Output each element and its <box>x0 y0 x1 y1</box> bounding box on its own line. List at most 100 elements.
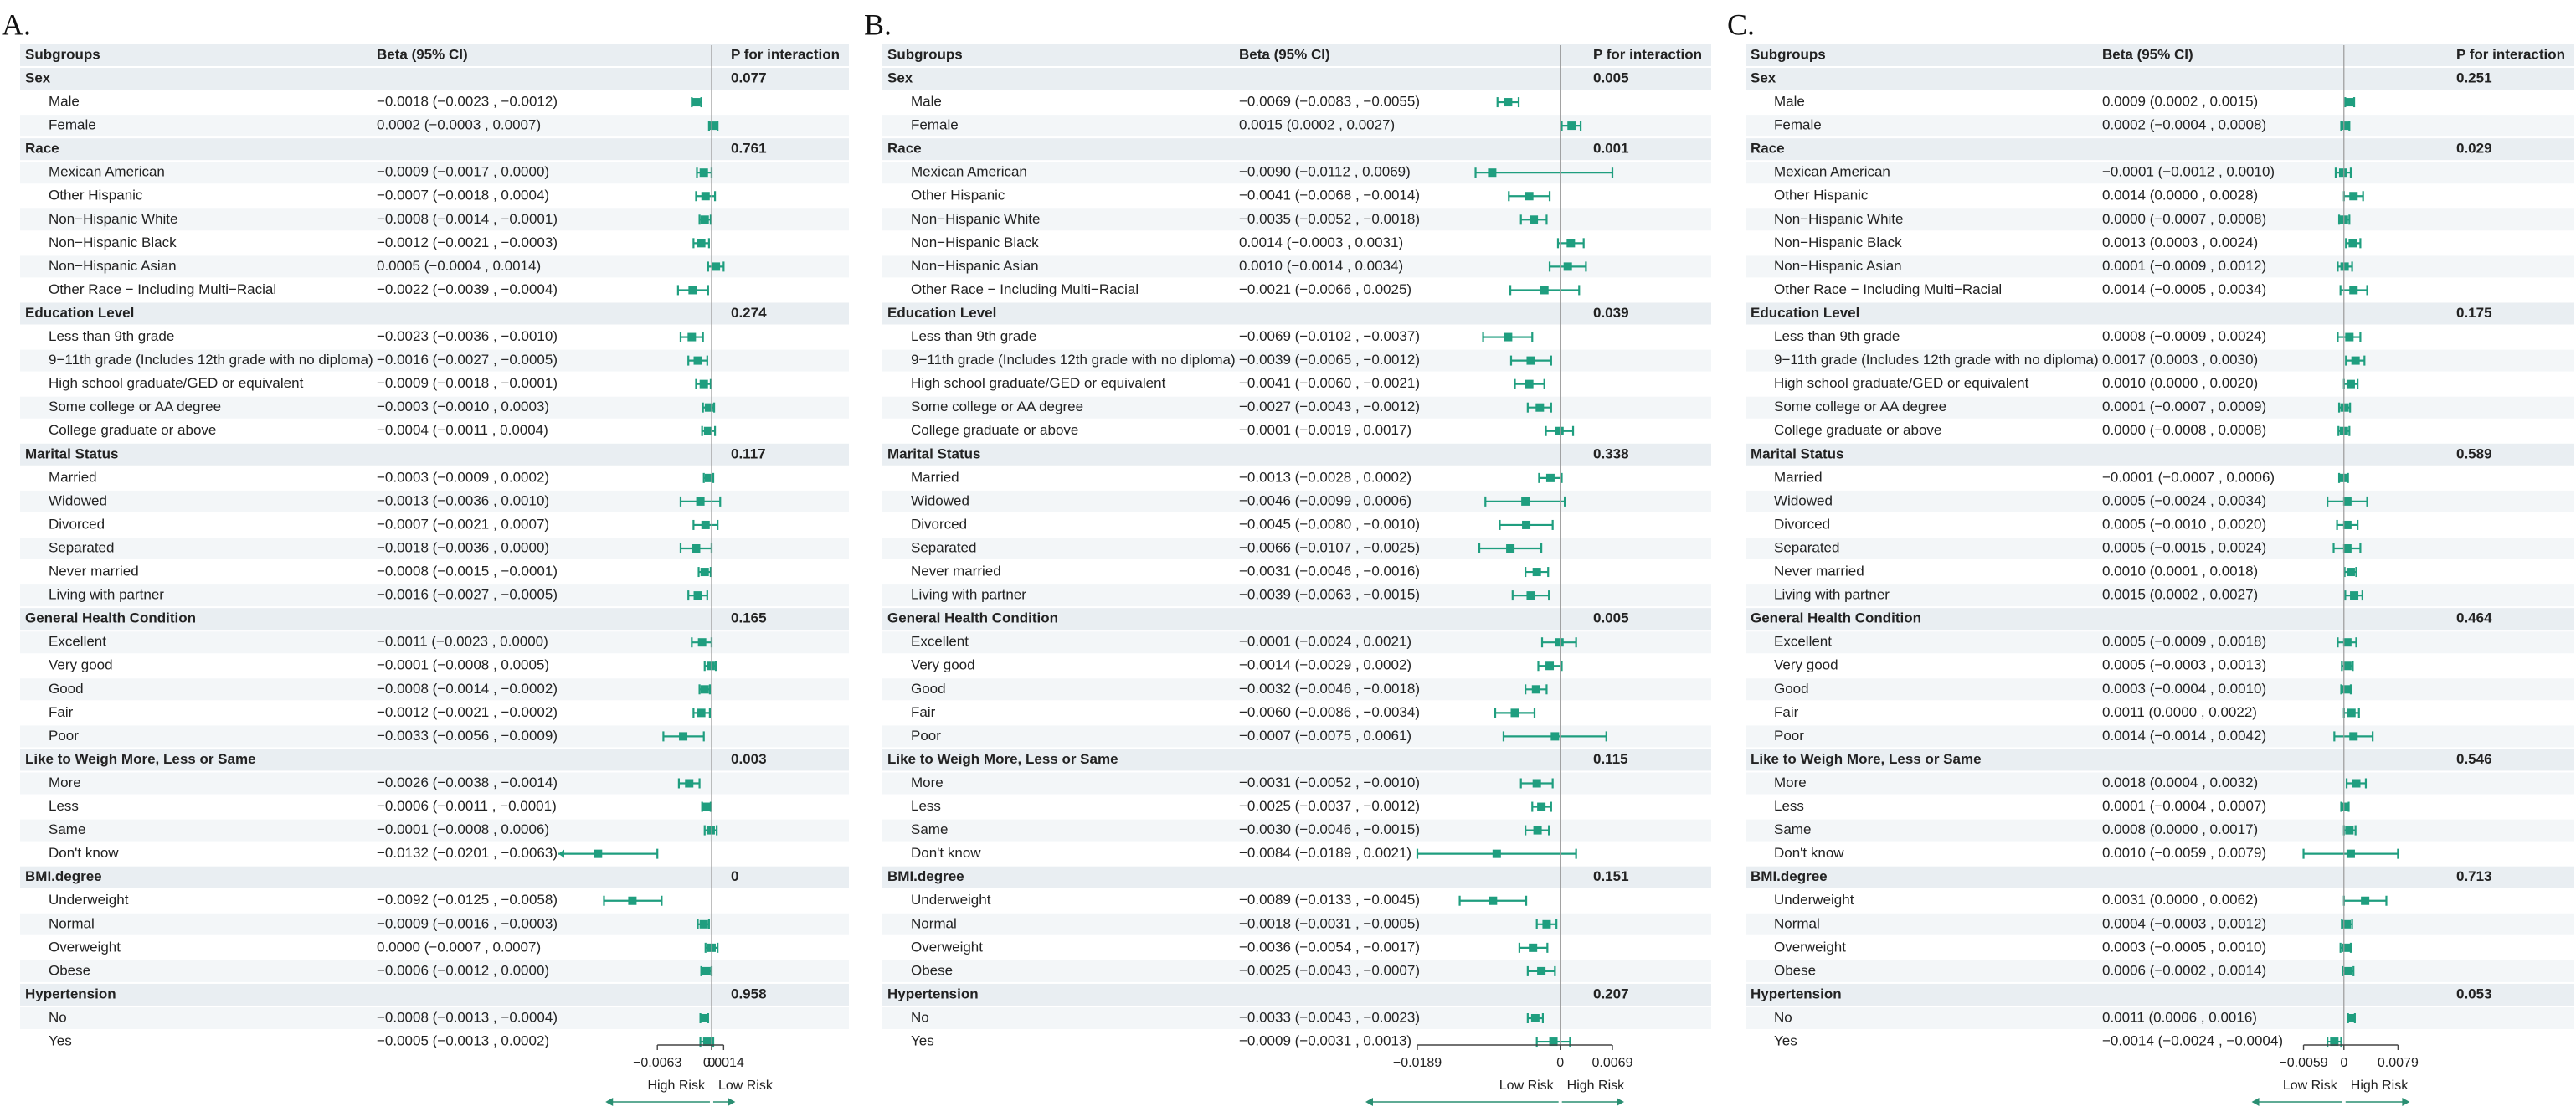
beta-ci-text: 0.0014 (−0.0014 , 0.0042) <box>2102 728 2266 744</box>
row-stripe <box>20 725 849 748</box>
point-estimate <box>693 356 702 365</box>
beta-ci-text: −0.0001 (−0.0024 , 0.0021) <box>1239 634 1411 650</box>
row-stripe <box>1746 678 2574 701</box>
panel-label: B. <box>864 8 892 41</box>
subgroup-label: College graduate or above <box>911 422 1078 438</box>
subgroup-label: Don't know <box>911 845 981 861</box>
subgroup-label: Obese <box>49 962 90 978</box>
point-estimate <box>700 685 709 694</box>
beta-ci-text: −0.0001 (−0.0008 , 0.0005) <box>377 657 549 673</box>
point-estimate <box>688 286 697 295</box>
beta-ci-text: −0.0001 (−0.0012 , 0.0010) <box>2102 164 2275 180</box>
p-for-interaction: 0.274 <box>731 305 767 321</box>
subgroup-label: Non−Hispanic Black <box>1774 234 1902 250</box>
beta-ci-text: −0.0060 (−0.0086 , −0.0034) <box>1239 704 1420 720</box>
p-for-interaction: 0.039 <box>1593 305 1629 321</box>
subgroup-label: Non−Hispanic White <box>49 211 178 227</box>
point-estimate <box>1531 685 1540 694</box>
point-estimate <box>2347 1014 2356 1022</box>
point-estimate <box>2342 685 2351 694</box>
point-estimate <box>699 919 708 929</box>
subgroup-label: 9−11th grade (Includes 12th grade with n… <box>49 352 373 368</box>
beta-ci-text: −0.0001 (−0.0007 , 0.0006) <box>2102 469 2275 485</box>
beta-ci-text: 0.0005 (−0.0004 , 0.0014) <box>377 258 541 274</box>
group-stripe <box>882 866 1711 888</box>
point-estimate <box>2346 98 2355 107</box>
subgroup-label: Non−Hispanic White <box>1774 211 1904 227</box>
subgroup-label: Widowed <box>1774 492 1833 508</box>
p-for-interaction: 0.175 <box>2456 305 2492 321</box>
x-tick-label: 0 <box>708 1056 716 1070</box>
subgroup-label: High school graduate/GED or equivalent <box>1774 375 2029 391</box>
subgroup-label: Yes <box>49 1033 72 1049</box>
beta-ci-text: −0.0012 (−0.0021 , −0.0002) <box>377 704 558 720</box>
point-estimate <box>2340 262 2349 271</box>
point-estimate <box>696 497 705 506</box>
point-estimate <box>1535 403 1545 412</box>
group-label: Like to Weigh More, Less or Same <box>1751 751 1982 767</box>
point-estimate <box>1526 356 1535 365</box>
row-stripe <box>882 678 1711 701</box>
point-estimate <box>2352 779 2361 788</box>
row-stripe <box>882 584 1711 607</box>
subgroup-label: High school graduate/GED or equivalent <box>49 375 304 391</box>
group-stripe <box>20 983 849 1006</box>
row-stripe <box>20 349 849 372</box>
p-for-interaction: 0.115 <box>1593 751 1628 767</box>
beta-ci-text: 0.0002 (−0.0004 , 0.0008) <box>2102 117 2266 133</box>
point-estimate <box>1525 379 1534 389</box>
point-estimate <box>697 708 706 718</box>
point-estimate <box>2342 544 2352 553</box>
beta-ci-text: 0.0001 (−0.0007 , 0.0009) <box>2102 399 2266 414</box>
subgroup-label: Non−Hispanic Asian <box>911 258 1039 274</box>
row-stripe <box>882 913 1711 935</box>
beta-ci-text: 0.0013 (0.0003 , 0.0024) <box>2102 234 2258 250</box>
row-stripe <box>20 1007 849 1029</box>
group-stripe <box>20 866 849 888</box>
row-stripe <box>1746 913 2574 935</box>
arrow-right-icon <box>1617 1098 1624 1106</box>
row-stripe <box>1746 115 2574 137</box>
p-for-interaction: 0.053 <box>2456 986 2492 1001</box>
group-label: Hypertension <box>25 986 116 1001</box>
group-label: BMI.degree <box>1751 868 1828 884</box>
beta-ci-text: −0.0008 (−0.0014 , −0.0002) <box>377 681 558 697</box>
point-estimate <box>687 332 697 342</box>
beta-ci-text: −0.0026 (−0.0038 , −0.0014) <box>377 775 558 790</box>
beta-ci-text: −0.0039 (−0.0063 , −0.0015) <box>1239 587 1420 603</box>
point-estimate <box>2343 966 2352 975</box>
x-tick-label: −0.0189 <box>1393 1056 1442 1070</box>
subgroup-label: Separated <box>1774 539 1839 555</box>
x-tick-label: 0.0069 <box>1592 1056 1633 1070</box>
point-estimate <box>700 1014 709 1022</box>
subgroup-label: Very good <box>1774 657 1838 673</box>
point-estimate <box>702 966 711 975</box>
subgroup-label: Poor <box>1774 728 1804 744</box>
beta-ci-text: 0.0003 (−0.0004 , 0.0010) <box>2102 681 2266 697</box>
subgroup-label: Male <box>49 94 80 110</box>
subgroup-label: No <box>1774 1009 1792 1025</box>
subgroup-label: Very good <box>911 657 975 673</box>
beta-ci-text: 0.0000 (−0.0007 , 0.0008) <box>2102 211 2266 227</box>
beta-ci-text: −0.0001 (−0.0008 , 0.0006) <box>377 821 549 837</box>
beta-ci-text: 0.0010 (−0.0059 , 0.0079) <box>2102 845 2266 861</box>
point-estimate <box>1492 849 1501 858</box>
subgroup-label: Less <box>49 798 79 814</box>
beta-ci-text: 0.0008 (−0.0009 , 0.0024) <box>2102 328 2266 344</box>
p-for-interaction: 0.117 <box>731 445 766 461</box>
subgroup-label: No <box>49 1009 67 1025</box>
subgroup-label: Living with partner <box>1774 587 1890 603</box>
point-estimate <box>2342 661 2352 671</box>
row-stripe <box>1746 772 2574 795</box>
panel-label: A. <box>2 8 31 41</box>
subgroup-label: More <box>911 775 944 790</box>
point-estimate <box>706 661 715 671</box>
subgroup-label: Other Hispanic <box>49 188 143 203</box>
beta-ci-text: −0.0039 (−0.0065 , −0.0012) <box>1239 352 1420 368</box>
risk-label-left: Low Risk <box>2283 1078 2338 1093</box>
subgroup-label: Good <box>1774 681 1809 697</box>
point-estimate <box>704 403 713 412</box>
risk-label-right: High Risk <box>2351 1078 2409 1093</box>
point-estimate <box>2342 919 2352 929</box>
risk-label-left: High Risk <box>647 1078 705 1093</box>
